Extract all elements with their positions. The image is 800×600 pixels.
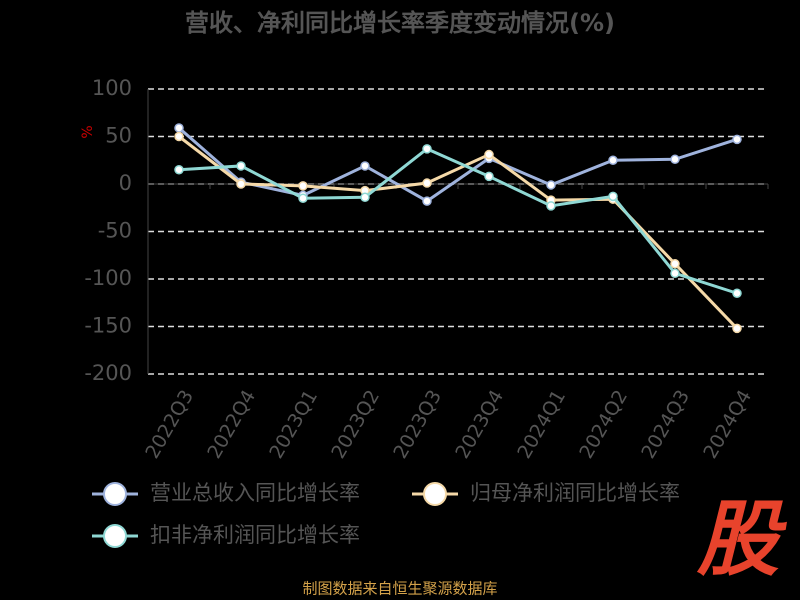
- data-point: [422, 144, 432, 154]
- data-point: [236, 161, 246, 171]
- x-tick-label: 2024Q2: [575, 386, 632, 462]
- x-tick-label: 2022Q3: [141, 386, 198, 462]
- data-point: [174, 123, 184, 133]
- logo: 股: [696, 492, 787, 587]
- x-tick-label: 2024Q1: [513, 386, 570, 462]
- data-point: [670, 268, 680, 279]
- x-tick-label: 2022Q4: [203, 386, 260, 462]
- data-point: [236, 179, 246, 189]
- data-point: [174, 131, 184, 142]
- y-tick-label: 0: [119, 171, 132, 195]
- data-point: [422, 196, 432, 206]
- data-point: [608, 191, 618, 202]
- data-point: [298, 181, 308, 191]
- data-point: [732, 134, 742, 145]
- series-line: [178, 147, 738, 295]
- x-tick-label: 2023Q3: [389, 386, 446, 462]
- y-tick-label: -100: [84, 266, 132, 290]
- data-point: [484, 149, 494, 160]
- y-tick-label: -150: [84, 314, 132, 338]
- data-point: [670, 154, 680, 165]
- x-tick-label: 2024Q3: [637, 386, 694, 462]
- x-tick-label: 2023Q4: [451, 386, 508, 462]
- legend-label: 扣非净利润同比增长率: [150, 523, 360, 547]
- legend-marker: [423, 482, 447, 506]
- y-axis-label: %: [80, 125, 96, 138]
- legend-marker: [103, 482, 127, 506]
- y-tick-label: -200: [84, 361, 132, 385]
- data-point: [670, 259, 680, 269]
- data-point: [546, 180, 556, 190]
- series-line: [178, 135, 739, 330]
- x-tick-label: 2023Q2: [327, 386, 384, 462]
- source-note: 制图数据来自恒生聚源数据库: [302, 580, 497, 598]
- x-tick-label: 2023Q1: [265, 386, 322, 462]
- x-tick-label: 2024Q4: [699, 386, 756, 462]
- legend-label: 营业总收入同比增长率: [150, 481, 360, 505]
- data-point: [608, 155, 618, 165]
- series-line: [178, 126, 738, 203]
- data-point: [360, 161, 370, 171]
- chart-title: 营收、净利同比增长率季度变动情况(%): [185, 9, 615, 37]
- data-point: [174, 165, 184, 175]
- data-point: [732, 323, 742, 334]
- data-point: [298, 193, 308, 203]
- data-point: [546, 201, 556, 211]
- data-point: [360, 192, 370, 203]
- legend-label: 归母净利润同比增长率: [470, 481, 680, 505]
- data-point: [484, 171, 494, 182]
- y-tick-label: 100: [92, 76, 132, 100]
- legend-marker: [103, 524, 127, 548]
- y-tick-label: 50: [105, 124, 132, 148]
- y-tick-label: -50: [98, 219, 132, 243]
- data-point: [422, 178, 432, 188]
- data-point: [732, 288, 742, 298]
